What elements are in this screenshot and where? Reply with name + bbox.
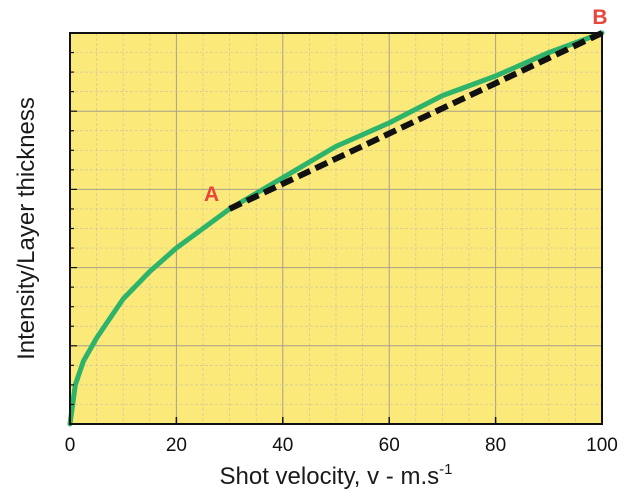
series-group: [67, 30, 605, 427]
annotations: AB: [204, 6, 608, 206]
x-tick-label: 100: [586, 435, 618, 456]
x-axis-label-text: Shot velocity, v - m.s: [220, 463, 440, 490]
x-axis-label-superscript: -1: [439, 461, 452, 478]
x-tick-label: 60: [379, 435, 400, 456]
point-label-b: B: [592, 6, 607, 29]
x-tick-label: 0: [65, 435, 76, 456]
series-line-dashed: [228, 30, 604, 212]
point-label-a: A: [204, 183, 219, 206]
ticks: 0 20 40 60 80 100: [65, 32, 618, 456]
x-tick-label: 40: [272, 435, 293, 456]
series-line-solid: [67, 30, 605, 427]
x-axis-label: Shot velocity, v - m.s-1: [220, 461, 453, 490]
x-tick-label: 20: [166, 435, 187, 456]
grid: [70, 33, 602, 424]
x-tick-label: 80: [485, 435, 506, 456]
y-axis-label: Intensity/Layer thickness: [13, 97, 40, 360]
